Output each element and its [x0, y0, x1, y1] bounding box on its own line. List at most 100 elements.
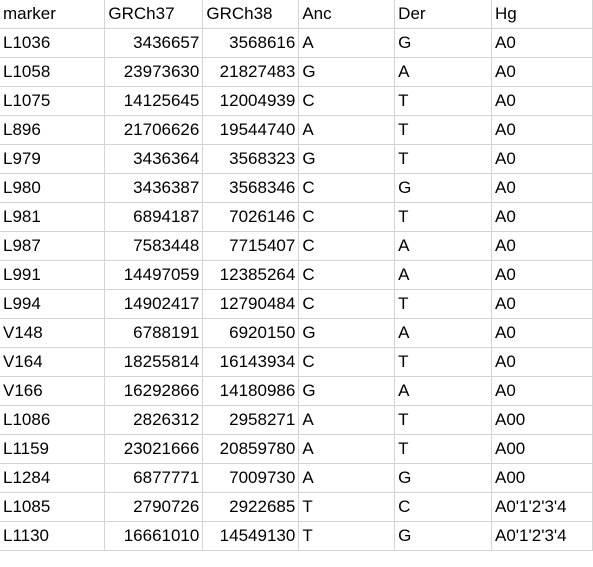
cell-anc[interactable]: A [298, 405, 396, 435]
header-cell-hg[interactable]: Hg [491, 0, 593, 29]
cell-grch38[interactable]: 3568323 [202, 144, 300, 174]
cell-marker[interactable]: L1036 [0, 28, 106, 58]
header-cell-marker[interactable]: marker [0, 0, 106, 29]
cell-marker[interactable]: L980 [0, 173, 106, 203]
cell-anc[interactable]: C [298, 173, 396, 203]
cell-hg[interactable]: A0 [491, 28, 593, 58]
cell-anc[interactable]: A [298, 28, 396, 58]
cell-grch38[interactable]: 2922685 [202, 492, 300, 522]
cell-anc[interactable]: C [298, 86, 396, 116]
cell-anc[interactable]: T [298, 521, 396, 551]
cell-grch37[interactable]: 6877771 [104, 463, 204, 493]
cell-hg[interactable]: A00 [491, 463, 593, 493]
cell-hg[interactable]: A0 [491, 347, 593, 377]
cell-grch37[interactable]: 23021666 [104, 434, 204, 464]
cell-grch37[interactable]: 3436657 [104, 28, 204, 58]
cell-der[interactable]: G [394, 521, 493, 551]
cell-marker[interactable]: L981 [0, 202, 106, 232]
cell-hg[interactable]: A0 [491, 144, 593, 174]
cell-hg[interactable]: A00 [491, 405, 593, 435]
cell-der[interactable]: T [394, 434, 493, 464]
cell-der[interactable]: G [394, 173, 493, 203]
cell-der[interactable]: T [394, 86, 493, 116]
cell-anc[interactable]: T [298, 492, 396, 522]
cell-marker[interactable]: V164 [0, 347, 106, 377]
cell-grch38[interactable]: 7715407 [202, 231, 300, 261]
cell-der[interactable]: A [394, 260, 493, 290]
header-cell-grch38[interactable]: GRCh38 [202, 0, 300, 29]
cell-marker[interactable]: L991 [0, 260, 106, 290]
cell-anc[interactable]: C [298, 347, 396, 377]
cell-grch38[interactable]: 7026146 [202, 202, 300, 232]
cell-hg[interactable]: A0 [491, 376, 593, 406]
cell-der[interactable]: A [394, 376, 493, 406]
cell-grch38[interactable]: 14549130 [202, 521, 300, 551]
cell-der[interactable]: G [394, 28, 493, 58]
cell-grch37[interactable]: 21706626 [104, 115, 204, 145]
cell-hg[interactable]: A0 [491, 57, 593, 87]
header-cell-anc[interactable]: Anc [298, 0, 396, 29]
cell-anc[interactable]: G [298, 57, 396, 87]
cell-grch38[interactable]: 21827483 [202, 57, 300, 87]
cell-marker[interactable]: L1086 [0, 405, 106, 435]
cell-marker[interactable]: L1075 [0, 86, 106, 116]
cell-grch38[interactable]: 20859780 [202, 434, 300, 464]
cell-grch37[interactable]: 18255814 [104, 347, 204, 377]
cell-grch37[interactable]: 2790726 [104, 492, 204, 522]
cell-grch37[interactable]: 7583448 [104, 231, 204, 261]
cell-anc[interactable]: G [298, 376, 396, 406]
cell-grch38[interactable]: 12385264 [202, 260, 300, 290]
cell-grch38[interactable]: 7009730 [202, 463, 300, 493]
cell-der[interactable]: T [394, 347, 493, 377]
cell-hg[interactable]: A0 [491, 260, 593, 290]
cell-grch38[interactable]: 16143934 [202, 347, 300, 377]
cell-marker[interactable]: L994 [0, 289, 106, 319]
cell-marker[interactable]: L1130 [0, 521, 106, 551]
cell-grch37[interactable]: 2826312 [104, 405, 204, 435]
cell-grch37[interactable]: 14497059 [104, 260, 204, 290]
cell-der[interactable]: A [394, 231, 493, 261]
cell-der[interactable]: T [394, 144, 493, 174]
cell-hg[interactable]: A0 [491, 202, 593, 232]
cell-hg[interactable]: A0 [491, 231, 593, 261]
cell-anc[interactable]: G [298, 318, 396, 348]
cell-hg[interactable]: A0'1'2'3'4 [491, 492, 593, 522]
cell-grch37[interactable]: 6894187 [104, 202, 204, 232]
header-cell-der[interactable]: Der [394, 0, 493, 29]
cell-der[interactable]: A [394, 318, 493, 348]
cell-grch38[interactable]: 3568616 [202, 28, 300, 58]
cell-grch37[interactable]: 16292866 [104, 376, 204, 406]
cell-grch38[interactable]: 14180986 [202, 376, 300, 406]
cell-grch38[interactable]: 3568346 [202, 173, 300, 203]
cell-der[interactable]: T [394, 405, 493, 435]
cell-grch37[interactable]: 6788191 [104, 318, 204, 348]
cell-grch37[interactable]: 14902417 [104, 289, 204, 319]
cell-marker[interactable]: L979 [0, 144, 106, 174]
cell-hg[interactable]: A0 [491, 318, 593, 348]
cell-der[interactable]: T [394, 202, 493, 232]
cell-der[interactable]: C [394, 492, 493, 522]
cell-grch37[interactable]: 14125645 [104, 86, 204, 116]
cell-hg[interactable]: A0 [491, 115, 593, 145]
cell-grch38[interactable]: 12790484 [202, 289, 300, 319]
cell-marker[interactable]: L1284 [0, 463, 106, 493]
cell-hg[interactable]: A0 [491, 86, 593, 116]
cell-grch37[interactable]: 23973630 [104, 57, 204, 87]
cell-der[interactable]: T [394, 115, 493, 145]
cell-marker[interactable]: L1058 [0, 57, 106, 87]
cell-hg[interactable]: A0 [491, 173, 593, 203]
cell-grch37[interactable]: 3436364 [104, 144, 204, 174]
cell-grch38[interactable]: 6920150 [202, 318, 300, 348]
cell-grch38[interactable]: 12004939 [202, 86, 300, 116]
cell-marker[interactable]: L1159 [0, 434, 106, 464]
header-cell-grch37[interactable]: GRCh37 [104, 0, 204, 29]
cell-hg[interactable]: A00 [491, 434, 593, 464]
cell-anc[interactable]: A [298, 463, 396, 493]
cell-marker[interactable]: L987 [0, 231, 106, 261]
cell-grch37[interactable]: 3436387 [104, 173, 204, 203]
cell-anc[interactable]: A [298, 434, 396, 464]
cell-anc[interactable]: C [298, 231, 396, 261]
cell-grch38[interactable]: 19544740 [202, 115, 300, 145]
cell-grch37[interactable]: 16661010 [104, 521, 204, 551]
cell-hg[interactable]: A0 [491, 289, 593, 319]
